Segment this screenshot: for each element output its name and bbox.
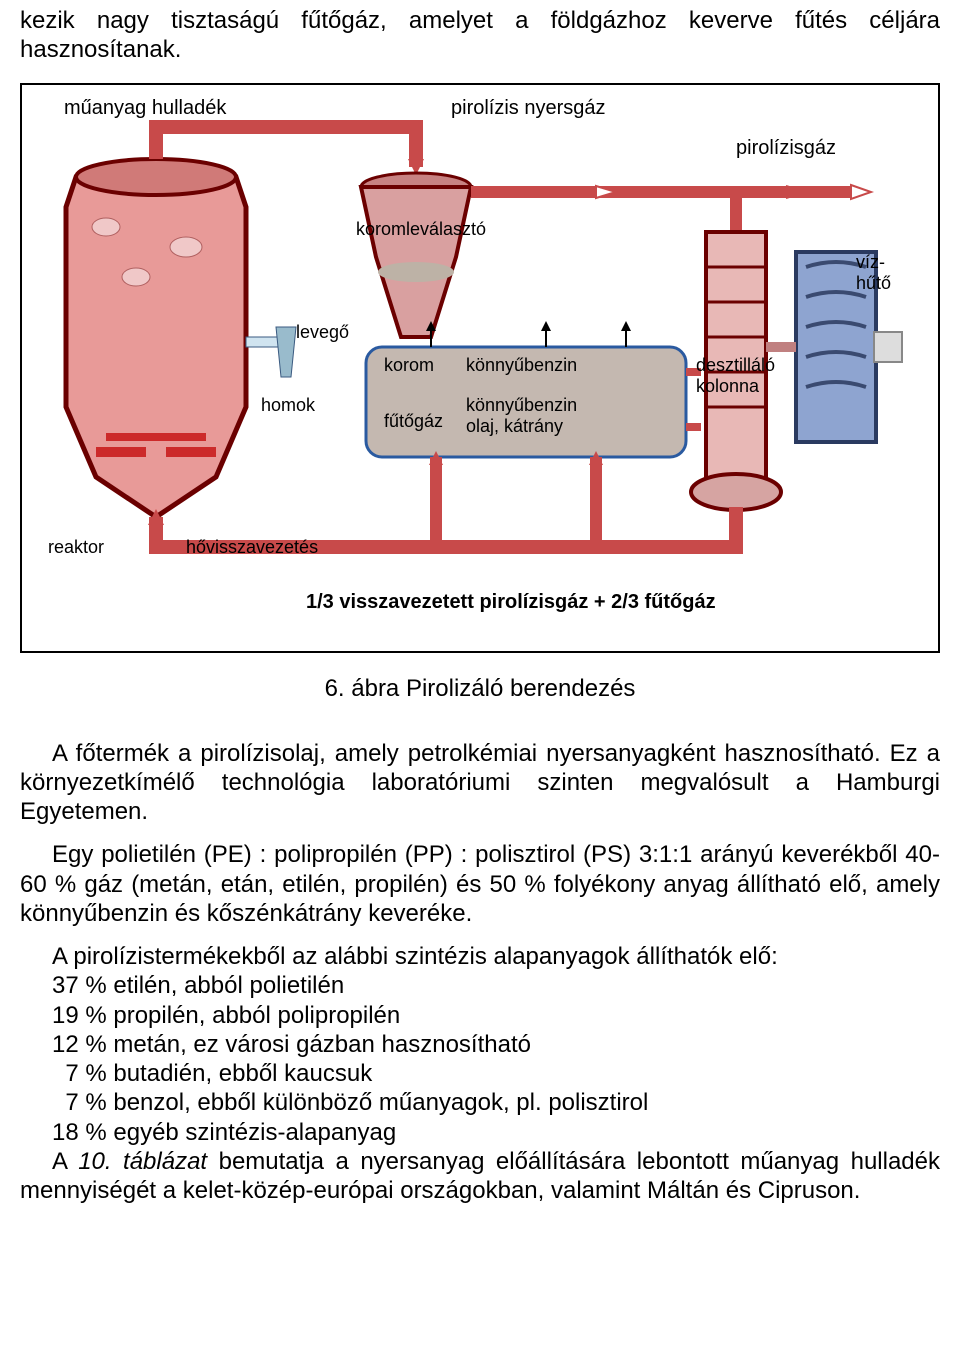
paragraph-1: A főtermék a pirolízisolaj, amely petrol…: [20, 739, 940, 827]
intro-paragraph: kezik nagy tisztaságú fűtőgáz, amelyet a…: [20, 6, 940, 65]
label-muanyag-hulladek: műanyag hulladék: [64, 97, 226, 120]
list-item: 12 % metán, ez városi gázban hasznosítha…: [20, 1030, 940, 1059]
figure-caption: 6. ábra Pirolizáló berendezés: [20, 675, 940, 703]
pyrolysis-diagram: műanyag hulladék pirolízis nyersgáz piro…: [36, 97, 924, 637]
paragraph-3-lead: A pirolízistermékekből az alábbi szintéz…: [20, 942, 940, 971]
reactor-shape: [66, 159, 246, 517]
label-homok: homok: [261, 395, 315, 416]
label-vizhuto: víz- hűtő: [856, 252, 891, 294]
list-item: 19 % propilén, abból polipropilén: [20, 1001, 940, 1030]
label-koromlevalaszto: koromleválasztó: [356, 219, 486, 240]
label-levego: levegő: [296, 322, 349, 343]
paragraph-4: A 10. táblázat bemutatja a nyersanyag el…: [20, 1147, 940, 1206]
label-pirolizis-nyersgaz: pirolízis nyersgáz: [451, 97, 606, 120]
paragraph-2: Egy polietilén (PE) : polipropilén (PP) …: [20, 840, 940, 928]
label-futogaz: fűtőgáz: [384, 411, 443, 432]
label-konnyubenzin-olaj: könnyűbenzin olaj, kátrány: [466, 395, 577, 437]
label-konnyubenzin: könnyűbenzin: [466, 355, 577, 376]
label-reaktor: reaktor: [48, 537, 104, 558]
figure-frame: műanyag hulladék pirolízis nyersgáz piro…: [20, 83, 940, 653]
label-caption-inside: 1/3 visszavezetett pirolízisgáz + 2/3 fű…: [306, 591, 716, 614]
label-pirolizisgaz: pirolízisgáz: [736, 137, 836, 160]
italic-reference: 10. táblázat: [78, 1148, 207, 1175]
label-korom: korom: [384, 355, 434, 376]
list-item: 7 % butadién, ebből kaucsuk: [20, 1059, 940, 1088]
label-hovisszavezetes: hővisszavezetés: [186, 537, 318, 558]
list-item: 18 % egyéb szintézis-alapanyag: [20, 1118, 940, 1147]
air-sand-inlet: [246, 327, 296, 377]
list-item: 7 % benzol, ebből különböző műanyagok, p…: [20, 1088, 940, 1117]
list-item: 37 % etilén, abból polietilén: [20, 971, 940, 1000]
label-desztillalo-kolonna: desztilláló kolonna: [696, 355, 775, 397]
soot-separator-shape: [361, 173, 471, 337]
